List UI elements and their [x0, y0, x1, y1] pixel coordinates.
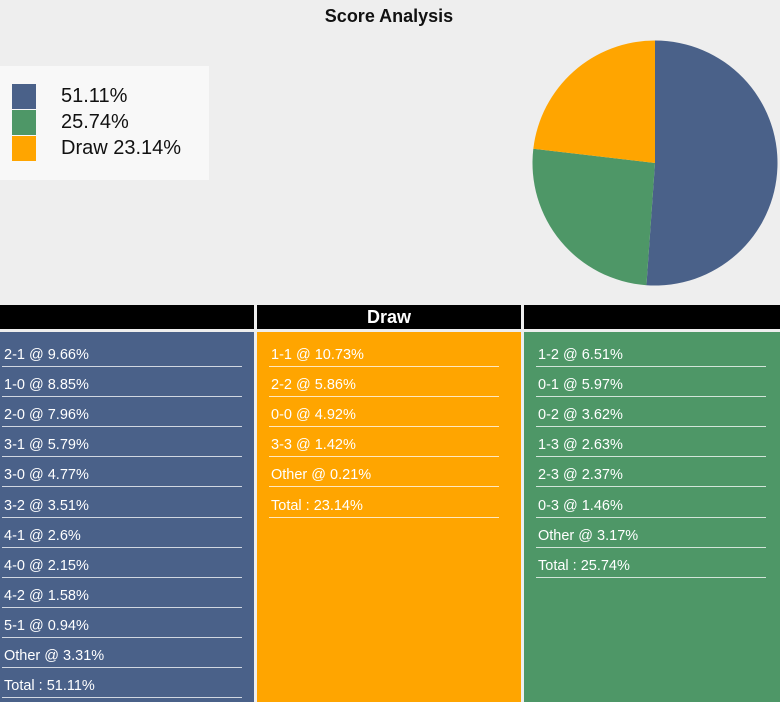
pie-slice-away [532, 148, 655, 286]
draw-score-item: Total : 23.14% [269, 495, 499, 518]
page-title: Score Analysis [324, 6, 454, 26]
draw-column-header: Draw [257, 305, 521, 329]
legend-label-home: 51.11% [61, 85, 128, 107]
draw-score-item: 3-3 @ 1.42% [269, 434, 499, 458]
home-score-item: Other @ 3.31% [2, 645, 242, 668]
home-score-item: 1-0 @ 8.85% [2, 374, 242, 398]
away-score-item: 0-2 @ 3.62% [536, 404, 766, 428]
away-score-item: Total : 25.74% [536, 555, 766, 578]
pie-slice-draw [533, 40, 655, 163]
away-score-item: Other @ 3.17% [536, 525, 766, 548]
home-score-item: 4-0 @ 2.15% [2, 555, 242, 578]
home-column-header [0, 305, 254, 329]
home-score-item: 2-0 @ 7.96% [2, 404, 242, 428]
legend-label-away: 25.74% [61, 111, 129, 133]
home-score-item: 5-1 @ 0.94% [2, 615, 242, 638]
legend-swatch-draw [12, 136, 36, 161]
legend-label-draw: Draw 23.14% [61, 137, 182, 159]
away-score-item: 2-3 @ 2.37% [536, 464, 766, 488]
pie-slice-home [646, 40, 778, 286]
draw-score-item: 1-1 @ 10.73% [269, 344, 499, 367]
home-score-item: Total : 51.11% [2, 675, 242, 699]
home-score-item: 3-1 @ 5.79% [2, 434, 242, 458]
draw-score-item: 2-2 @ 5.86% [269, 374, 499, 398]
draw-score-item: Other @ 0.21% [269, 464, 499, 488]
away-score-item: 1-3 @ 2.63% [536, 434, 766, 458]
pie-chart [532, 40, 778, 286]
legend-swatch-home [12, 84, 36, 109]
home-scores-column: 2-1 @ 9.66% 1-0 @ 8.85% 2-0 @ 7.96% 3-1 @ 5… [0, 332, 254, 702]
home-score-item: 4-1 @ 2.6% [2, 525, 242, 548]
away-score-item: 0-3 @ 1.46% [536, 495, 766, 518]
chart-legend: 51.11% 25.74% Draw 23.14% [0, 66, 209, 180]
draw-scores-column: 1-1 @ 10.73% 2-2 @ 5.86% 0-0 @ 4.92% 3-3 @ … [257, 332, 521, 702]
home-score-item: 3-0 @ 4.77% [2, 464, 242, 488]
away-score-item: 0-1 @ 5.97% [536, 374, 766, 398]
away-column-header [524, 305, 780, 329]
home-score-item: 4-2 @ 1.58% [2, 585, 242, 608]
draw-score-item: 0-0 @ 4.92% [269, 404, 499, 428]
away-scores-column: 1-2 @ 6.51% 0-1 @ 5.97% 0-2 @ 3.62% 1-3 @ 2… [524, 332, 780, 702]
legend-swatch-away [12, 110, 36, 135]
away-score-item: 1-2 @ 6.51% [536, 344, 766, 367]
home-score-item: 2-1 @ 9.66% [2, 344, 242, 367]
home-score-item: 3-2 @ 3.51% [2, 495, 242, 518]
